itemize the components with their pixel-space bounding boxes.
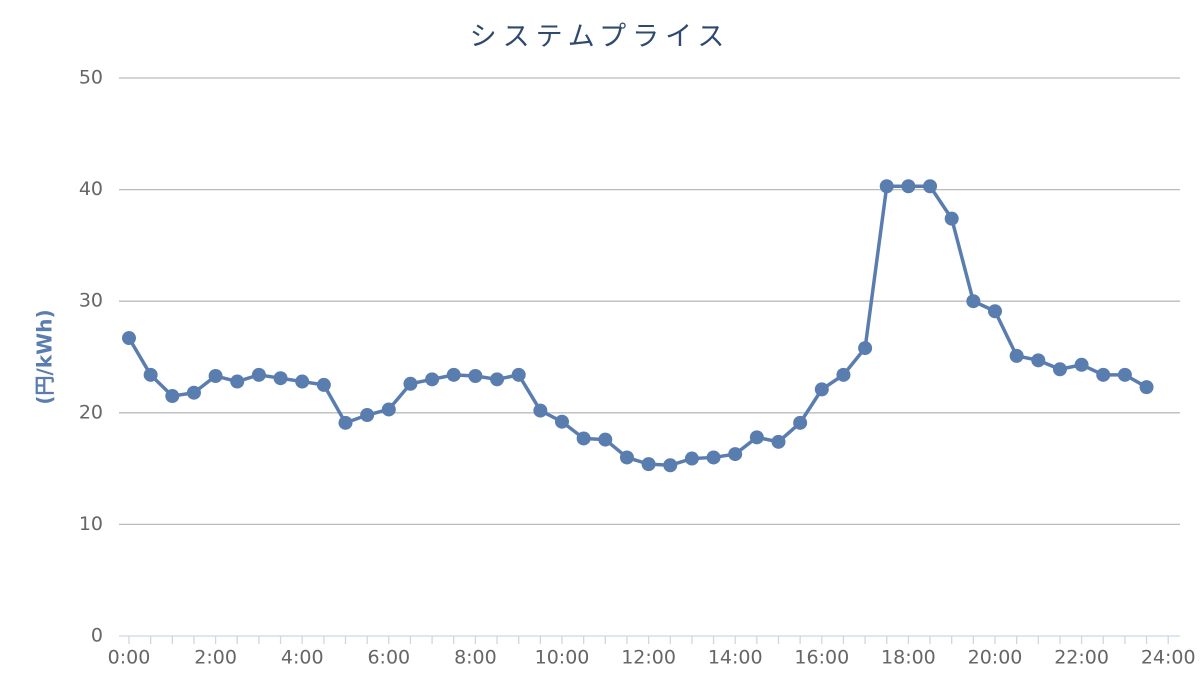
point — [944, 211, 959, 226]
point — [295, 374, 310, 389]
y-tick-label: 40 — [79, 178, 103, 200]
point — [230, 374, 245, 389]
x-tick-label: 18:00 — [881, 647, 936, 669]
x-tick-label: 4:00 — [281, 647, 324, 669]
x-tick-label: 20:00 — [968, 647, 1023, 669]
point — [706, 450, 721, 465]
point — [966, 294, 981, 309]
point — [425, 372, 440, 387]
point — [381, 402, 396, 417]
point — [576, 431, 591, 446]
point — [122, 331, 136, 346]
y-tick-label: 0 — [91, 625, 103, 647]
point — [836, 367, 851, 382]
point — [555, 414, 569, 429]
line — [127, 184, 1148, 468]
point — [728, 447, 743, 462]
point — [533, 403, 548, 418]
point — [490, 372, 505, 387]
point — [208, 368, 223, 383]
point — [1117, 367, 1132, 382]
point — [1009, 348, 1024, 363]
point — [793, 415, 808, 430]
point — [1031, 353, 1046, 368]
point — [165, 389, 180, 404]
point — [251, 367, 266, 382]
x-tick-label: 16:00 — [794, 647, 849, 669]
x-tick-label: 12:00 — [621, 647, 676, 669]
point — [663, 458, 678, 473]
point — [316, 377, 331, 392]
x-tick-label: 14:00 — [708, 647, 763, 669]
point — [988, 304, 1002, 319]
x-tick-label: 10:00 — [535, 647, 590, 669]
y-tick-label: 50 — [79, 67, 103, 89]
point — [1052, 362, 1067, 377]
point — [1139, 380, 1154, 395]
point — [186, 385, 201, 400]
y-tick-label: 30 — [79, 290, 103, 312]
point — [684, 451, 699, 466]
point — [901, 179, 916, 194]
x-tick-label: 6:00 — [367, 647, 410, 669]
point — [879, 179, 894, 194]
x-tick-label: 24:00 — [1141, 647, 1196, 669]
point — [143, 367, 158, 382]
point — [1074, 357, 1089, 372]
point — [598, 432, 613, 447]
point — [771, 434, 786, 449]
y-tick-label: 10 — [79, 513, 103, 535]
x-tick-label: 0:00 — [108, 647, 151, 669]
point — [814, 382, 829, 397]
chart-title: システムプライス — [470, 22, 731, 53]
point — [403, 376, 418, 391]
y-tick-label: 20 — [79, 401, 103, 423]
point — [338, 415, 353, 430]
point — [273, 371, 288, 386]
point — [923, 179, 938, 194]
y-axis-label: (円/kWh) — [33, 309, 57, 404]
point — [858, 341, 873, 356]
point — [511, 367, 526, 382]
point — [446, 367, 461, 382]
x-tick-label: 2:00 — [194, 647, 237, 669]
point — [468, 368, 483, 383]
point — [641, 457, 656, 472]
x-tick-label: 8:00 — [454, 647, 497, 669]
point — [619, 450, 634, 465]
x-tick-label: 22:00 — [1054, 647, 1109, 669]
point — [360, 408, 375, 423]
point — [749, 430, 764, 445]
point — [1096, 367, 1111, 382]
